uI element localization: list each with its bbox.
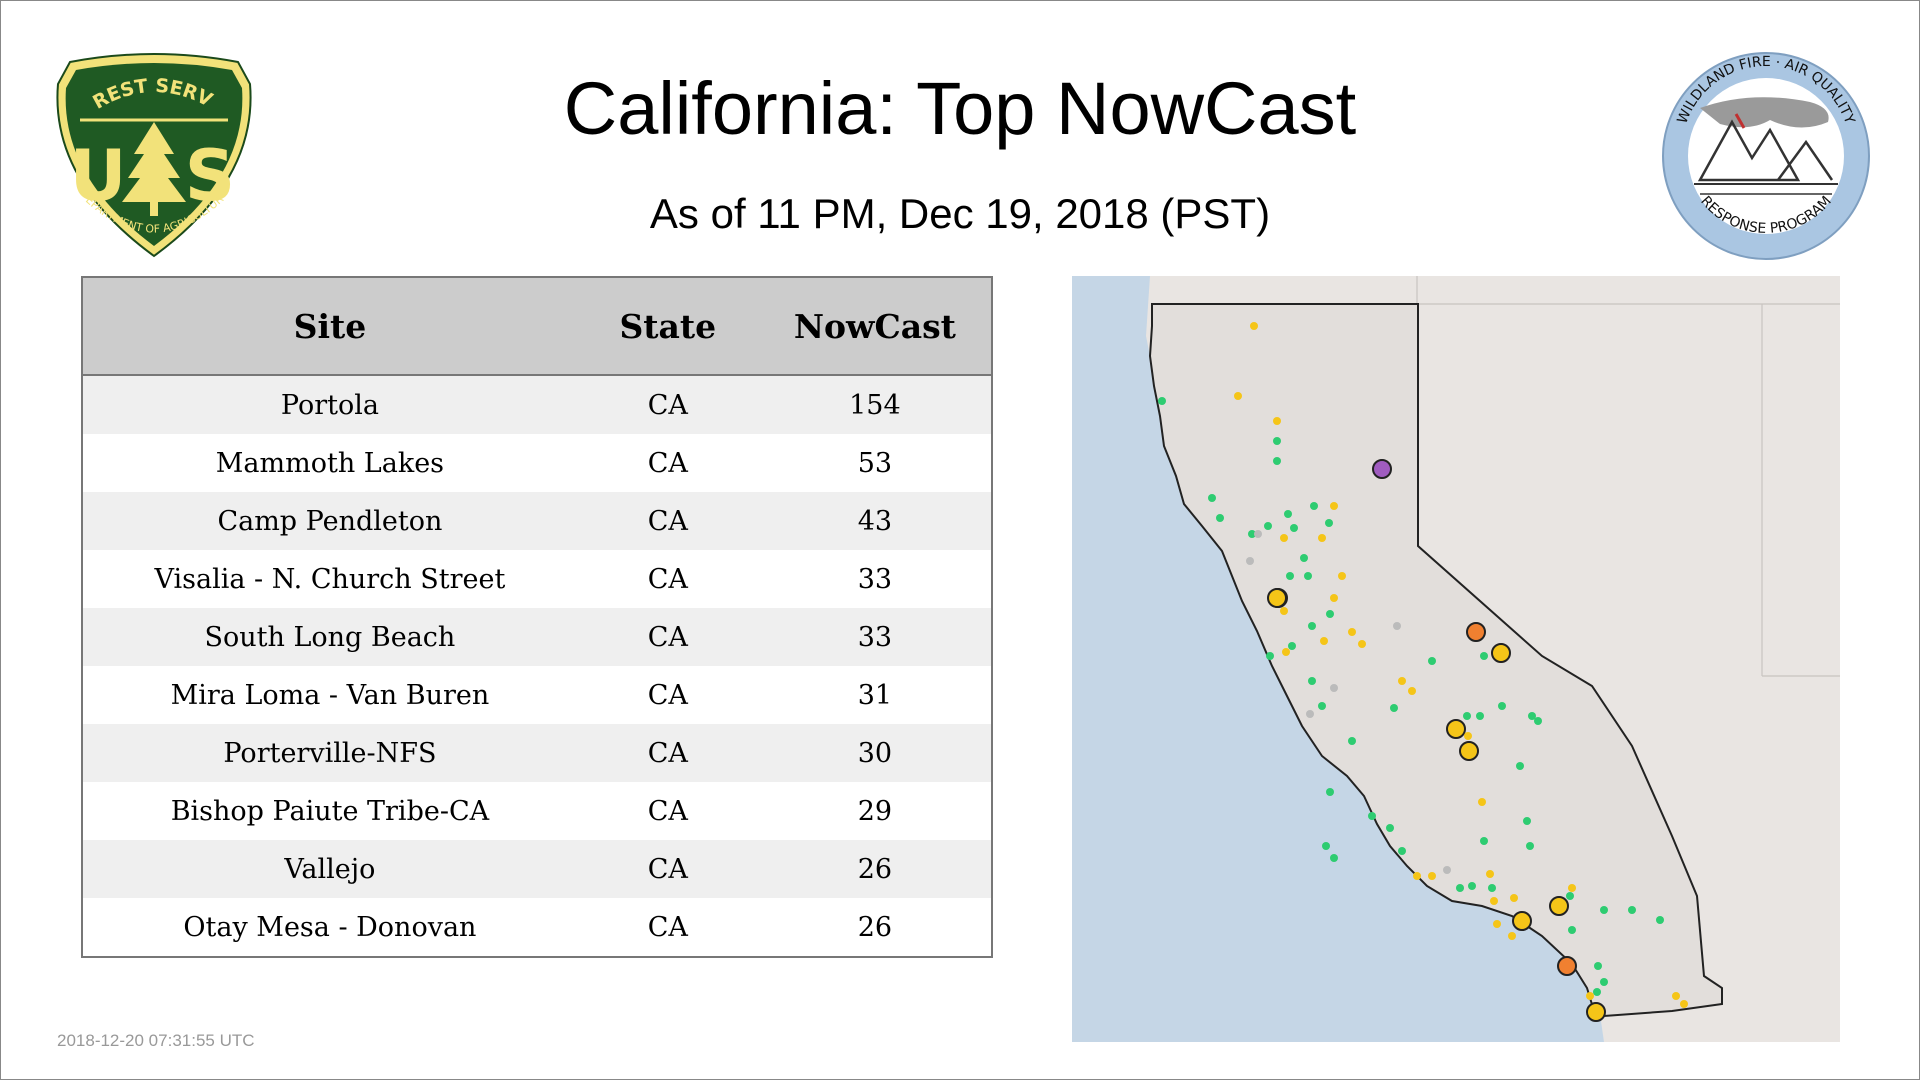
usg-site-marker: [1557, 956, 1577, 976]
table-row: Mammoth Lakes CA 53: [83, 434, 991, 492]
nowcast-table: Site State NowCast Portola CA 154 Mammot…: [81, 276, 993, 958]
state-column-header: State: [576, 278, 759, 376]
site-cell: Vallejo: [83, 840, 577, 898]
table-row: Porterville-NFS CA 30: [83, 724, 991, 782]
site-cell: Portola: [83, 375, 577, 434]
timestamp: 2018-12-20 07:31:55 UTC: [57, 1031, 255, 1050]
moderate-site-marker: [1491, 643, 1511, 663]
moderate-site-marker: [1586, 1002, 1606, 1022]
no-data-site-dots: [1246, 530, 1451, 874]
nowcast-cell: 31: [758, 666, 991, 724]
state-cell: CA: [576, 492, 759, 550]
wildland-fire-air-quality-logo-icon: WILDLAND FIRE · AIR QUALITY RESPONSE PRO…: [1662, 52, 1870, 260]
moderate-site-dots: [1234, 322, 1688, 1008]
good-site-dots: [1158, 397, 1664, 996]
site-cell: Bishop Paiute Tribe-CA: [83, 782, 577, 840]
page-title: California: Top NowCast: [563, 67, 1357, 150]
moderate-site-marker: [1267, 588, 1287, 608]
site-cell: Visalia - N. Church Street: [83, 550, 577, 608]
state-cell: CA: [576, 898, 759, 956]
nowcast-cell: 43: [758, 492, 991, 550]
moderate-site-marker: [1446, 719, 1466, 739]
nowcast-cell: 29: [758, 782, 991, 840]
moderate-site-marker: [1549, 896, 1569, 916]
site-cell: Otay Mesa - Donovan: [83, 898, 577, 956]
table-row: Bishop Paiute Tribe-CA CA 29: [83, 782, 991, 840]
table-row: South Long Beach CA 33: [83, 608, 991, 666]
state-cell: CA: [576, 840, 759, 898]
table-row: Vallejo CA 26: [83, 840, 991, 898]
state-cell: CA: [576, 666, 759, 724]
usg-site-marker: [1466, 622, 1486, 642]
state-cell: CA: [576, 608, 759, 666]
site-markers: [1267, 459, 1606, 1022]
nowcast-cell: 26: [758, 898, 991, 956]
site-cell: Mammoth Lakes: [83, 434, 577, 492]
state-cell: CA: [576, 375, 759, 434]
california-map-icon: [1072, 276, 1840, 1042]
site-column-header: Site: [83, 278, 577, 376]
svg-text:U: U: [70, 135, 127, 217]
state-cell: CA: [576, 782, 759, 840]
table-row: Camp Pendleton CA 43: [83, 492, 991, 550]
state-cell: CA: [576, 434, 759, 492]
nowcast-column-header: NowCast: [758, 278, 991, 376]
table-row: Otay Mesa - Donovan CA 26: [83, 898, 991, 956]
nowcast-cell: 26: [758, 840, 991, 898]
svg-text:S: S: [185, 135, 235, 217]
california-outline: [1148, 303, 1723, 1018]
site-cell: Porterville-NFS: [83, 724, 577, 782]
table-header-row: Site State NowCast: [83, 278, 991, 376]
nowcast-cell: 33: [758, 550, 991, 608]
site-cell: Mira Loma - Van Buren: [83, 666, 577, 724]
state-borders: [1416, 276, 1840, 677]
state-cell: CA: [576, 724, 759, 782]
table-row: Visalia - N. Church Street CA 33: [83, 550, 991, 608]
nowcast-cell: 154: [758, 375, 991, 434]
forest-service-logo-icon: FOREST SERVICE U S DEPARTMENT OF AGRICUL…: [50, 50, 252, 258]
page-subtitle: As of 11 PM, Dec 19, 2018 (PST): [649, 190, 1271, 237]
unhealthy-site-marker: [1372, 459, 1392, 479]
table-row: Mira Loma - Van Buren CA 31: [83, 666, 991, 724]
moderate-site-marker: [1512, 911, 1532, 931]
site-cell: South Long Beach: [83, 608, 577, 666]
nowcast-cell: 53: [758, 434, 991, 492]
state-cell: CA: [576, 550, 759, 608]
nowcast-cell: 33: [758, 608, 991, 666]
nowcast-cell: 30: [758, 724, 991, 782]
table-row: Portola CA 154: [83, 375, 991, 434]
site-cell: Camp Pendleton: [83, 492, 577, 550]
